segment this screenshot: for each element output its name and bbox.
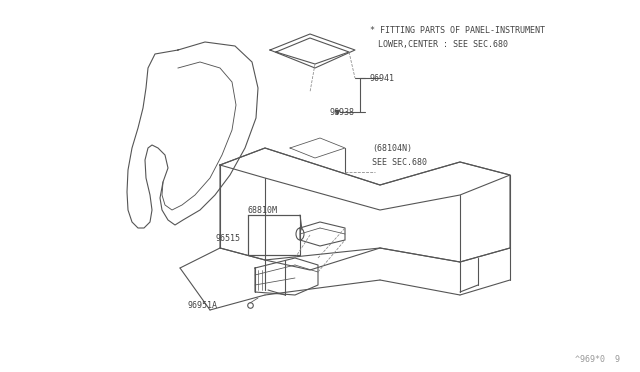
Text: SEE SEC.680: SEE SEC.680 [372, 157, 427, 167]
Text: ^969*0  9: ^969*0 9 [575, 356, 620, 365]
Text: 96515: 96515 [215, 234, 240, 243]
Text: LOWER,CENTER : SEE SEC.680: LOWER,CENTER : SEE SEC.680 [378, 39, 508, 48]
Text: * FITTING PARTS OF PANEL-INSTRUMENT: * FITTING PARTS OF PANEL-INSTRUMENT [370, 26, 545, 35]
Text: (68104N): (68104N) [372, 144, 412, 153]
Text: 68810M: 68810M [248, 205, 278, 215]
Text: 96951A: 96951A [188, 301, 218, 310]
Text: 96938: 96938 [330, 108, 355, 116]
Text: 96941: 96941 [370, 74, 395, 83]
